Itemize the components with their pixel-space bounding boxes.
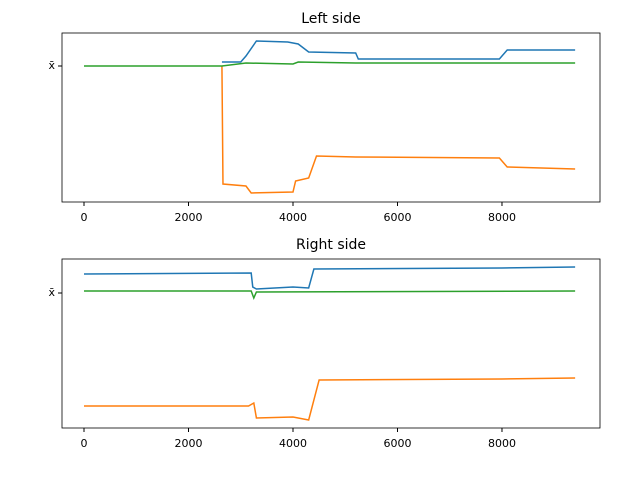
line bbox=[83, 61, 576, 67]
x-tick-label: 2000 bbox=[174, 437, 202, 450]
axes-frame bbox=[61, 32, 601, 203]
x-tick-label: 4000 bbox=[279, 437, 307, 450]
x-tick-label: 0 bbox=[80, 437, 87, 450]
x-tick-label: 8000 bbox=[488, 437, 516, 450]
line bbox=[83, 266, 576, 290]
x-tick-label: 6000 bbox=[383, 211, 411, 224]
x-tick-label: 6000 bbox=[383, 437, 411, 450]
y-tick-label: x̄ bbox=[48, 286, 55, 299]
line bbox=[83, 377, 576, 421]
x-tick-label: 8000 bbox=[488, 211, 516, 224]
chart-title: Right side bbox=[296, 237, 366, 253]
line bbox=[221, 40, 576, 63]
chart-title: Left side bbox=[301, 11, 360, 27]
line bbox=[83, 290, 576, 301]
x-tick-label: 4000 bbox=[279, 211, 307, 224]
x-tick-label: 0 bbox=[80, 211, 87, 224]
line bbox=[221, 65, 576, 194]
axes-frame bbox=[61, 258, 601, 429]
x-tick-label: 2000 bbox=[174, 211, 202, 224]
y-tick-label: x̄ bbox=[48, 59, 55, 72]
